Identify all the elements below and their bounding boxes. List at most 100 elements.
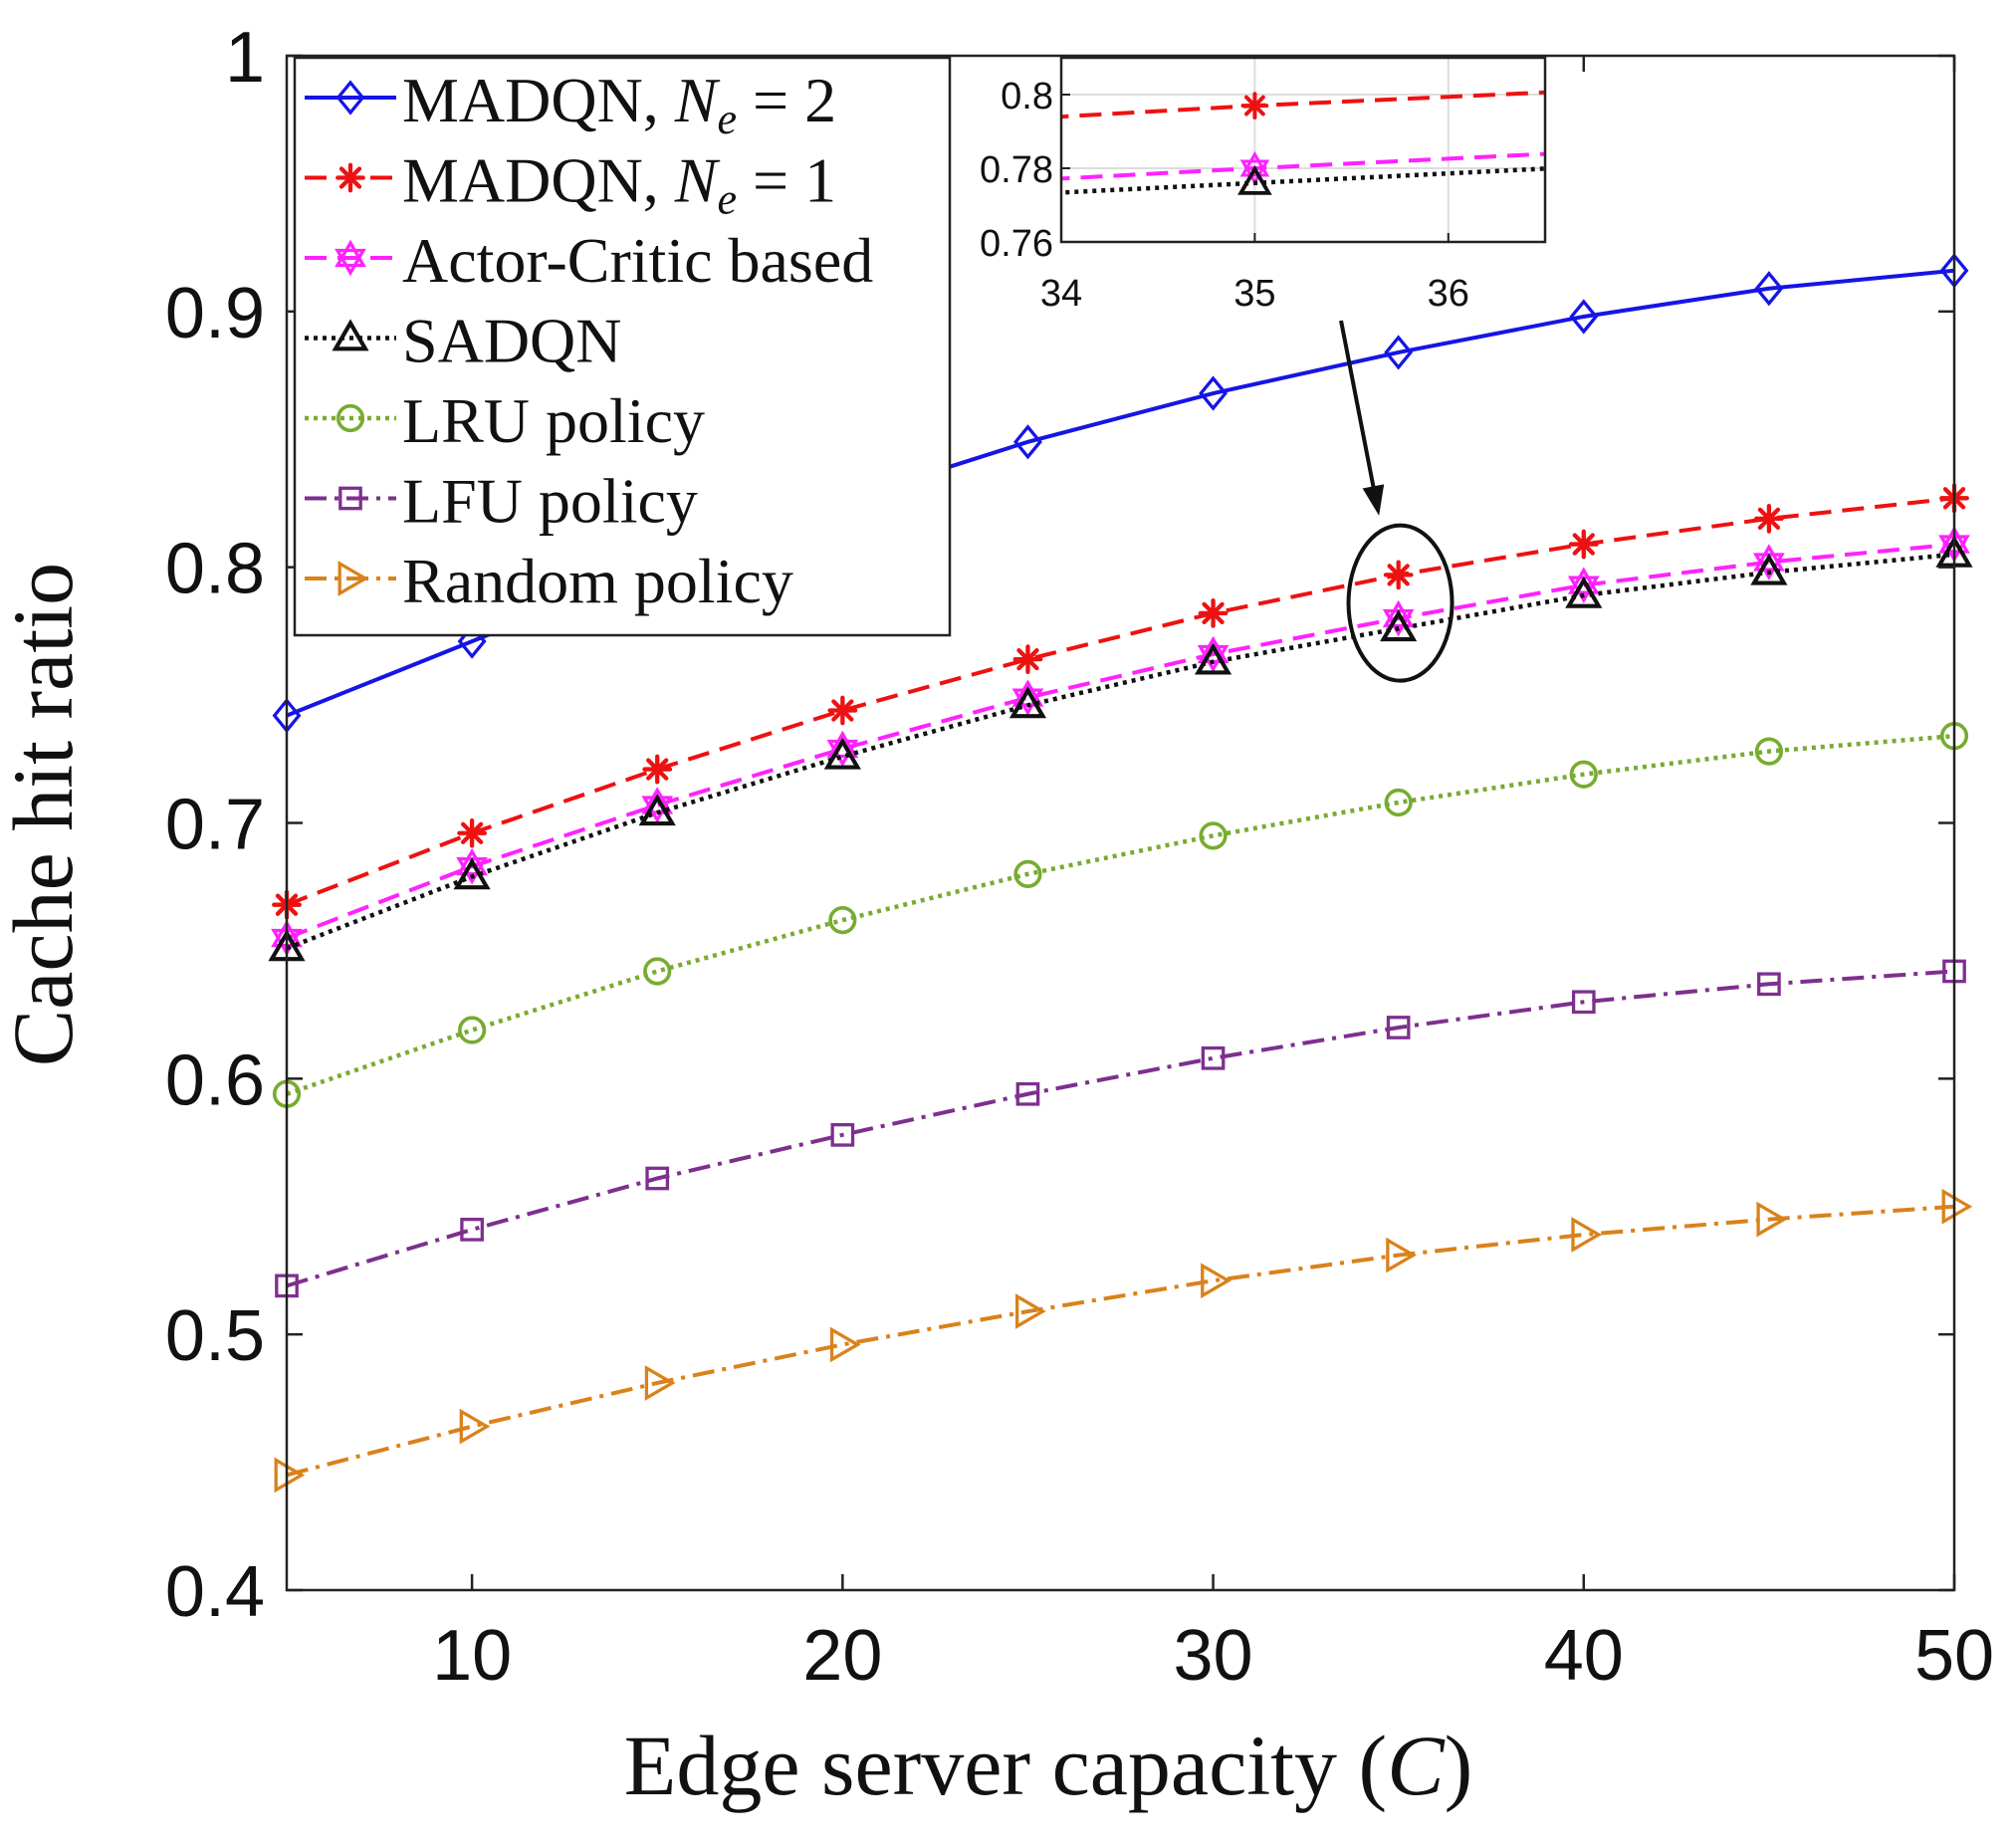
data-point xyxy=(1201,1045,1226,1070)
legend-label-text: LRU policy xyxy=(402,385,705,456)
data-point xyxy=(644,1365,676,1401)
series-6 xyxy=(274,1188,1973,1494)
data-point xyxy=(1756,1201,1788,1238)
legend-label: Actor-Critic based xyxy=(402,225,873,296)
legend-marker xyxy=(337,561,369,596)
data-point-shape xyxy=(1571,1217,1603,1253)
series-line xyxy=(286,969,1955,1288)
data-point-shape xyxy=(1569,299,1599,335)
data-point xyxy=(643,957,672,986)
data-point-shape xyxy=(1754,737,1784,766)
data-point xyxy=(1754,271,1784,307)
legend-label: MADQN, Ne = 1 xyxy=(402,145,836,224)
legend-label-math: N xyxy=(674,145,721,216)
data-point xyxy=(1383,560,1414,590)
data-point xyxy=(1013,424,1042,460)
data-point xyxy=(1568,529,1599,560)
y-tick-label: 0.5 xyxy=(165,1296,265,1376)
legend-entry-4: LRU policy xyxy=(305,385,705,456)
data-point-up xyxy=(826,730,859,759)
data-point-shape xyxy=(1757,972,1781,997)
data-point-shape xyxy=(1941,1188,1973,1225)
data-point-arm xyxy=(1572,533,1595,556)
data-point-arm xyxy=(1757,507,1781,531)
data-point-arm xyxy=(1202,601,1225,625)
y-tick-label: 1 xyxy=(225,18,265,98)
data-point-shape xyxy=(1199,821,1228,850)
data-point-shape xyxy=(1194,642,1232,675)
legend-entry-2: Actor-Critic based xyxy=(305,225,873,296)
legend-label-text: Actor-Critic based xyxy=(402,225,873,296)
y-tick-label: 0.9 xyxy=(165,274,265,353)
legend-marker-shape xyxy=(336,403,365,433)
data-point xyxy=(1199,375,1228,411)
series-line xyxy=(286,542,1955,940)
data-point xyxy=(460,1218,484,1242)
x-tick-label: 50 xyxy=(1914,1616,1994,1696)
data-point xyxy=(1013,859,1042,888)
legend-marker-arm xyxy=(338,166,362,189)
y-tick-label: 0.7 xyxy=(165,786,265,865)
x-tick-label: 10 xyxy=(432,1616,512,1696)
data-point-shape xyxy=(828,905,857,935)
data-point-arm xyxy=(460,821,484,844)
data-point xyxy=(645,1166,670,1191)
data-point-shape xyxy=(460,1218,484,1242)
y-axis-title: Cache hit ratio xyxy=(0,563,91,1066)
data-point xyxy=(830,1122,855,1147)
x-tick-label: 20 xyxy=(802,1616,882,1696)
data-point-shape xyxy=(1754,271,1784,307)
data-point-up xyxy=(1382,599,1415,628)
zoom-arrow-shaft xyxy=(1339,320,1380,511)
series-line xyxy=(286,496,1955,907)
data-point-shape xyxy=(1380,609,1418,642)
legend-label-text: SADQN xyxy=(402,306,621,376)
data-point-arm xyxy=(646,758,669,781)
inset-x-tick-label: 35 xyxy=(1233,273,1275,315)
inset-background xyxy=(1061,58,1545,242)
inset-y-tick-label: 0.8 xyxy=(1001,76,1053,117)
data-point xyxy=(459,1408,491,1445)
data-point xyxy=(274,1457,306,1494)
x-tick-label: 40 xyxy=(1544,1616,1624,1696)
legend-entry-5: LFU policy xyxy=(305,466,698,537)
inset-data-point xyxy=(1240,92,1269,120)
data-point xyxy=(1569,760,1598,789)
data-point-up xyxy=(1567,567,1600,594)
data-point-shape xyxy=(1384,788,1413,817)
legend-label-text: LFU policy xyxy=(402,466,698,537)
data-point-shape xyxy=(459,1408,491,1445)
legend-marker xyxy=(336,403,365,433)
inset-series-2 xyxy=(1061,150,1545,186)
data-point-shape xyxy=(1201,1263,1232,1299)
legend-marker-down xyxy=(335,248,366,277)
inset-data-point-down xyxy=(1239,159,1270,186)
inset-data-point xyxy=(1237,164,1272,195)
data-point xyxy=(1199,821,1228,850)
data-point xyxy=(1198,598,1229,628)
inset-series-1 xyxy=(1061,90,1545,120)
x-axis-title-close: ) xyxy=(1445,1718,1473,1813)
y-tick-label: 0.4 xyxy=(165,1552,265,1632)
y-tick-label: 0.8 xyxy=(165,530,265,609)
data-point-shape xyxy=(1750,553,1788,585)
data-point xyxy=(1384,335,1414,370)
data-point-shape xyxy=(1201,1045,1226,1070)
data-point xyxy=(823,737,861,770)
legend-marker-shape xyxy=(337,561,369,596)
legend-label: LRU policy xyxy=(402,385,705,456)
data-point-shape xyxy=(1014,1293,1046,1329)
data-point xyxy=(1012,644,1043,675)
inset-series-3 xyxy=(1061,164,1545,195)
inset-y-tick-label: 0.76 xyxy=(980,223,1053,265)
series-3 xyxy=(268,535,1973,962)
legend-marker-shape xyxy=(336,80,365,116)
data-point-shape xyxy=(1569,760,1598,789)
legend-box xyxy=(293,56,952,637)
data-point-up xyxy=(456,847,488,876)
zoom-highlight-ellipse xyxy=(1346,523,1455,683)
data-point xyxy=(1386,1237,1417,1273)
legend-entry-0: MADQN, Ne = 2 xyxy=(305,65,836,143)
inset-data-point xyxy=(1239,150,1270,186)
data-point xyxy=(457,1016,487,1044)
